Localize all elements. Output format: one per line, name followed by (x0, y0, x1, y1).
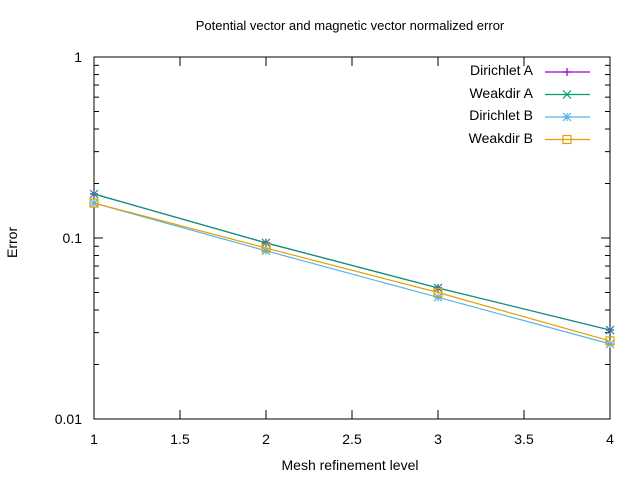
y-tick-label: 1 (74, 49, 82, 65)
chart-title: Potential vector and magnetic vector nor… (195, 18, 505, 33)
square-marker-icon (89, 198, 99, 208)
plus-legend-icon (563, 68, 571, 76)
square-marker-icon (605, 336, 615, 346)
x-tick-label: 2.5 (342, 431, 362, 447)
legend-label: Dirichlet B (469, 107, 533, 123)
cross-legend-icon (562, 90, 572, 99)
cross-marker-icon (605, 325, 615, 335)
legend-label: Weakdir A (469, 84, 533, 101)
legend-label: Weakdir B (468, 129, 533, 146)
star-legend-icon (562, 112, 572, 122)
x-tick-label: 1 (90, 431, 98, 447)
x-tick-label: 3.5 (514, 431, 534, 447)
star-marker-icon (89, 198, 99, 208)
star-marker-icon (605, 339, 615, 349)
cross-marker-icon (261, 238, 271, 248)
square-marker-icon (433, 287, 443, 298)
star-marker-icon (261, 246, 271, 256)
star-marker-icon (433, 292, 443, 302)
x-tick-label: 2 (262, 431, 270, 447)
series-line-weakdir-b (93, 202, 611, 342)
series-line-weakdir-a (93, 193, 611, 331)
y-tick-label: 0.1 (63, 230, 83, 246)
legend-label: Dirichlet A (469, 62, 533, 78)
x-axis-label: Mesh refinement level (281, 457, 419, 473)
x-tick-label: 1.5 (170, 431, 190, 447)
square-legend-icon (562, 134, 572, 145)
y-tick-label: 0.01 (55, 411, 82, 427)
x-tick-label: 4 (606, 431, 614, 447)
series-line-dirichlet-b (93, 202, 611, 345)
series-line-dirichlet-a (93, 193, 611, 331)
square-marker-icon (261, 243, 271, 253)
cross-marker-icon (89, 189, 99, 199)
x-tick-label: 3 (434, 431, 442, 447)
